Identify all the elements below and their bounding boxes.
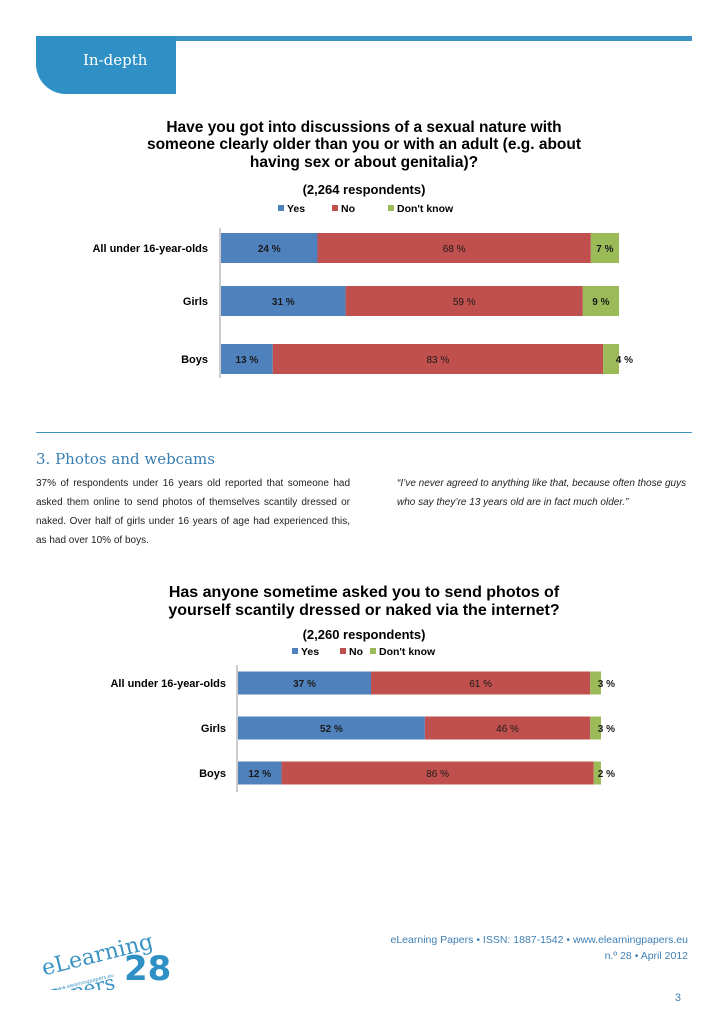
bar-segment-yes	[238, 671, 371, 695]
bar-segment-don-t-know	[582, 286, 619, 316]
chart-discussions: Have you got into discussions of a sexua…	[0, 0, 728, 430]
bar-segment-yes	[221, 344, 273, 374]
category-label: All under 16-year-olds	[92, 243, 208, 255]
chart-svg: Yes No Don't know All under 16-year-olds 37 …	[110, 646, 615, 792]
data-label: 37 %	[293, 679, 316, 690]
category-label: All under 16-year-olds	[110, 678, 226, 690]
section-label: In-depth	[83, 51, 148, 69]
legend-label: Don't know	[379, 646, 436, 658]
elearning-papers-logo: eLearning www.elearningpapers.eu Papers …	[39, 930, 171, 990]
chart-subtitle: (2,260 respondents)	[302, 627, 426, 642]
category-label: Boys	[199, 768, 226, 780]
legend-swatch	[388, 205, 394, 211]
journal-url[interactable]: www.elearningpapers.eu	[573, 934, 688, 946]
data-label: 83 %	[427, 355, 450, 366]
bar-segment-yes	[238, 716, 425, 740]
chart-title-line: someone clearly older than you or with a…	[146, 136, 582, 154]
category-label: Girls	[201, 723, 226, 735]
data-label: 61 %	[469, 679, 492, 690]
header-rule	[36, 36, 692, 41]
data-label: 9 %	[592, 297, 609, 308]
legend-label: No	[349, 646, 363, 658]
category-label: Girls	[183, 296, 208, 308]
chart-title: Has anyone sometime asked you to send ph…	[0, 584, 728, 620]
legend-label: Don't know	[397, 203, 454, 215]
bar-segment-don-t-know	[590, 716, 601, 740]
data-label: 12 %	[248, 769, 271, 780]
issue-date: April 2012	[640, 950, 688, 962]
data-label: 4 %	[616, 355, 633, 366]
legend-swatch	[292, 648, 298, 654]
header-tab	[36, 36, 176, 94]
body-paragraph: 37% of respondents under 16 years old re…	[36, 478, 350, 546]
data-label: 3 %	[598, 679, 615, 690]
data-label: 86 %	[426, 769, 449, 780]
data-label: 46 %	[496, 724, 519, 735]
data-label: 68 %	[443, 244, 466, 255]
chart-title-line: Has anyone sometime asked you to send ph…	[168, 584, 560, 601]
legend-label: Yes	[287, 203, 305, 215]
chart-title: Have you got into discussions of a sexua…	[0, 119, 728, 171]
pull-quote: “I’ve never agreed to anything like that…	[397, 478, 687, 508]
legend-swatch	[370, 648, 376, 654]
chart-subtitle: (2,264 respondents)	[302, 182, 426, 197]
category-label: Boys	[181, 354, 208, 366]
journal-name: eLearning Papers	[390, 934, 474, 946]
logo-number: 28	[124, 949, 171, 989]
data-label: 52 %	[320, 724, 343, 735]
bar-segment-don-t-know	[590, 671, 601, 695]
issn: ISSN: 1887-1542	[482, 934, 564, 946]
bar-segment-don-t-know	[593, 761, 601, 785]
chart-title-line: yourself scantily dressed or naked via t…	[168, 601, 560, 619]
data-label: 3 %	[598, 724, 615, 735]
bar-segment-no	[317, 233, 591, 263]
chart-photos: Has anyone sometime asked you to send ph…	[0, 584, 728, 792]
legend-swatch	[332, 205, 338, 211]
data-label: 31 %	[272, 297, 295, 308]
data-label: 7 %	[596, 244, 613, 255]
data-label: 13 %	[235, 355, 258, 366]
bar-segment-no	[272, 344, 604, 374]
section-title: 3. Photos and webcams	[36, 450, 215, 468]
bar-segment-yes	[238, 761, 282, 785]
bar-segment-no	[370, 671, 591, 695]
footer-info: eLearning Papers • ISSN: 1887-1542 • www…	[390, 934, 689, 962]
legend-label: No	[341, 203, 355, 215]
bar-segment-no	[345, 286, 583, 316]
data-label: 59 %	[453, 297, 476, 308]
bar-segment-don-t-know	[590, 233, 619, 263]
bar-segment-don-t-know	[603, 344, 619, 374]
chart-svg: Yes No Don't know All under 16-year-olds 24 …	[92, 203, 633, 378]
chart-title-line: having sex or about genitalia)?	[249, 153, 479, 171]
issue-number: n.º 28	[604, 950, 632, 962]
data-label: 2 %	[598, 769, 615, 780]
data-label: 24 %	[258, 244, 281, 255]
legend-swatch	[340, 648, 346, 654]
page-number: 3	[674, 992, 681, 1004]
section-divider	[36, 432, 692, 433]
bar-segment-yes	[221, 233, 318, 263]
bar-segment-no	[281, 761, 594, 785]
legend-label: Yes	[301, 646, 319, 658]
bar-segment-yes	[221, 286, 346, 316]
chart-title-line: Have you got into discussions of a sexua…	[166, 119, 562, 136]
legend-swatch	[278, 205, 284, 211]
bar-segment-no	[424, 716, 591, 740]
